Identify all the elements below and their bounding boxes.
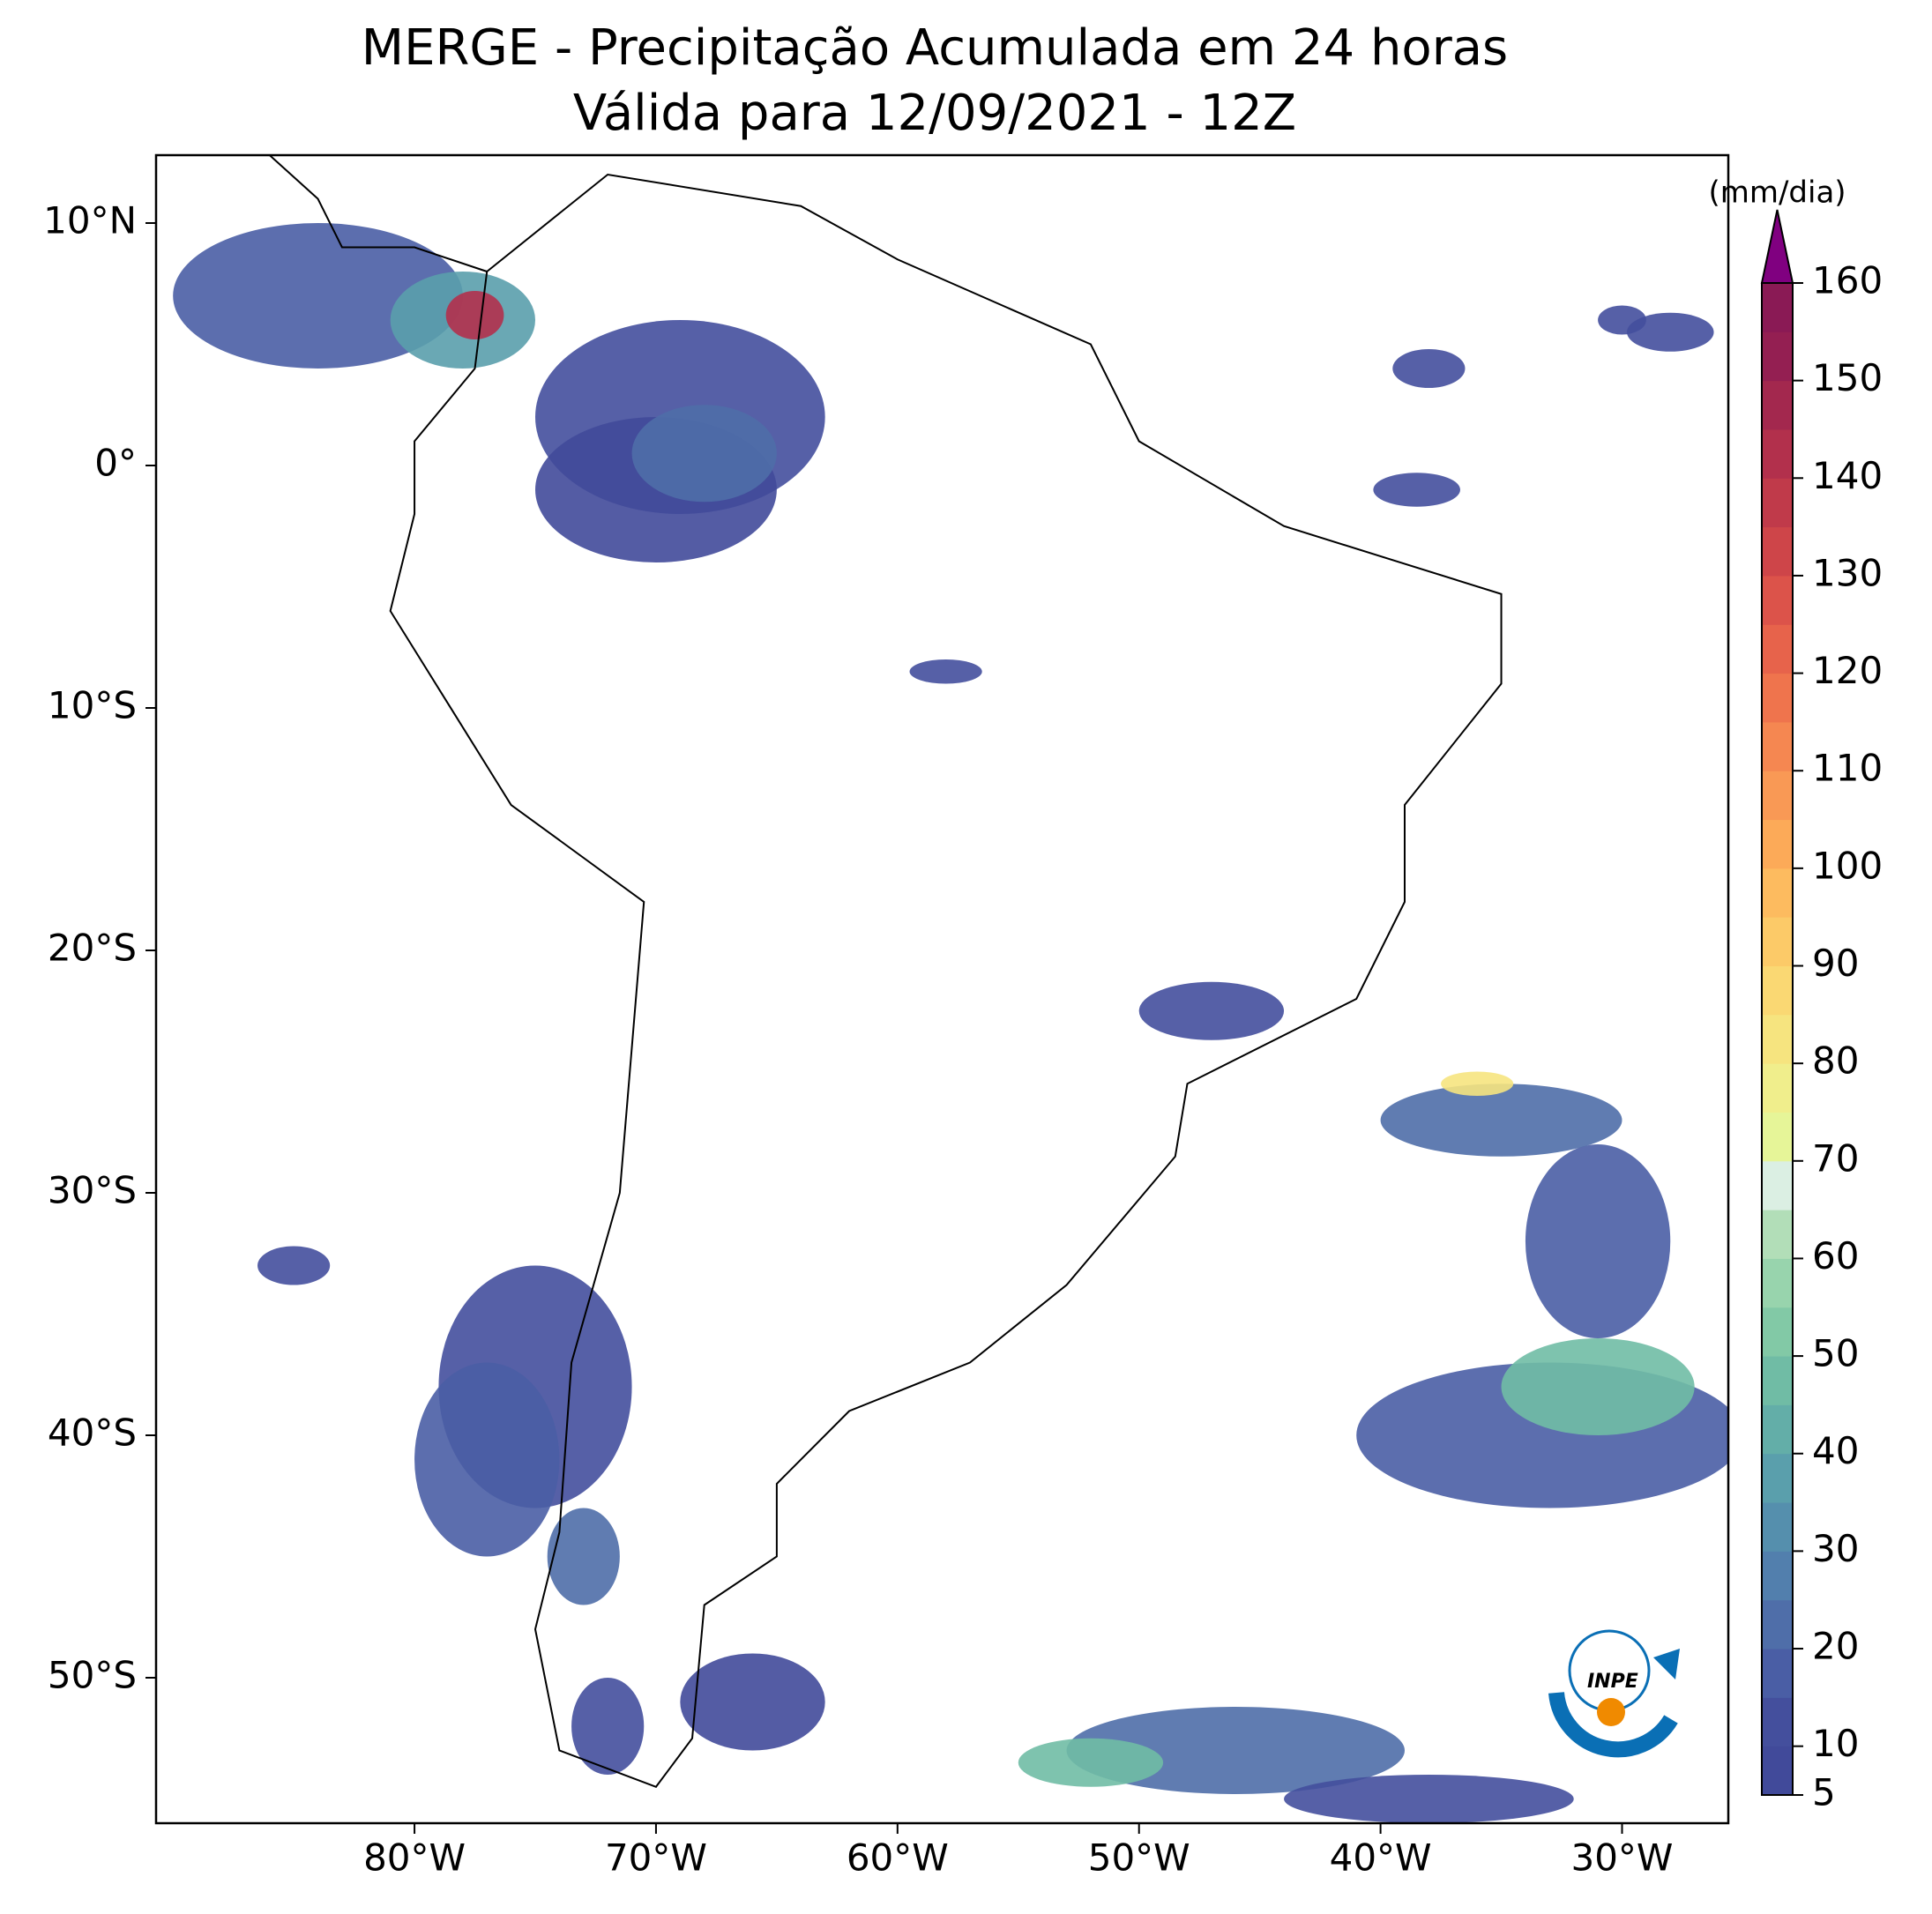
colorbar-band <box>1762 428 1793 479</box>
logo-dot <box>1597 1698 1625 1726</box>
colorbar-band <box>1762 1697 1793 1747</box>
x-tick-label: 70°W <box>605 1836 707 1880</box>
colorbar-band <box>1762 1063 1793 1113</box>
precip-area <box>1018 1738 1164 1787</box>
logo-arrow <box>1653 1649 1680 1679</box>
colorbar-tick-label: 150 <box>1812 356 1883 399</box>
colorbar-tick-label: 110 <box>1812 747 1883 790</box>
precip-area <box>1501 1338 1695 1435</box>
map-frame <box>154 153 1730 1825</box>
logo-text: INPE <box>1587 1671 1638 1693</box>
colorbar-band <box>1762 721 1793 771</box>
precip-area <box>1380 1084 1622 1157</box>
precip-area <box>547 1508 620 1605</box>
colorbar-band <box>1762 1649 1793 1698</box>
colorbar-tick-label: 90 <box>1812 942 1859 985</box>
colorbar-band <box>1762 1551 1793 1601</box>
x-tick-label: 30°W <box>1570 1836 1673 1880</box>
colorbar-tick-label: 130 <box>1812 551 1883 594</box>
colorbar-band <box>1762 1258 1793 1308</box>
colorbar-band <box>1762 1746 1793 1796</box>
logo: INPE <box>1548 1629 1680 1758</box>
colorbar-band <box>1762 1160 1793 1210</box>
colorbar-band <box>1762 965 1793 1016</box>
y-tick-label: 10°N <box>43 199 137 242</box>
colorbar-band <box>1762 1502 1793 1552</box>
x-tick-label: 60°W <box>847 1836 949 1880</box>
colorbar-tick-label: 60 <box>1812 1234 1859 1277</box>
colorbar-tick-label: 40 <box>1812 1429 1859 1472</box>
colorbar-band <box>1762 673 1793 723</box>
colorbar-tick-label: 5 <box>1812 1771 1836 1814</box>
y-tick-label: 30°S <box>48 1169 137 1212</box>
colorbar-tick-label: 100 <box>1812 844 1883 887</box>
colorbar-band <box>1762 1404 1793 1455</box>
precip-area <box>173 223 463 369</box>
precip-area <box>1284 1775 1574 1823</box>
colorbar-band <box>1762 771 1793 821</box>
colorbar: 5 10 20 30 40 50 60 70 80 90 100 110 120 130 140 150 160… <box>1708 175 1883 1814</box>
colorbar-band <box>1762 526 1793 577</box>
precip-area <box>445 291 504 339</box>
subtitle: Válida para 12/09/2021 - 12Z <box>573 85 1296 142</box>
colorbar-band <box>1762 1112 1793 1162</box>
colorbar-tick-label: 30 <box>1812 1527 1859 1570</box>
precip-area <box>1392 349 1466 388</box>
colorbar-band <box>1762 868 1793 918</box>
colorbar-band <box>1762 380 1793 430</box>
precip-area <box>1525 1144 1671 1338</box>
axes: 80°W 70°W 60°W 50°W 40°W 30°W 10°N 0° 10°S 20°S 30… <box>43 199 1673 1880</box>
precip-area <box>1373 473 1460 507</box>
colorbar-band <box>1762 1014 1793 1064</box>
colorbar-band <box>1762 624 1793 674</box>
x-tick-label: 50°W <box>1088 1836 1190 1880</box>
colorbar-tick-label: 140 <box>1812 454 1883 497</box>
colorbar-band <box>1762 819 1793 869</box>
colorbar-band <box>1762 917 1793 967</box>
colorbar-tick-label: 70 <box>1812 1136 1859 1180</box>
colorbar-band <box>1762 1356 1793 1405</box>
y-tick-label: 40°S <box>48 1411 137 1455</box>
precip-area <box>909 659 982 684</box>
precip-area <box>257 1246 331 1285</box>
y-tick-label: 10°S <box>48 684 137 727</box>
colorbar-label: (mm/dia) <box>1708 175 1846 211</box>
title: MERGE - Precipitação Acumulada em 24 hor… <box>362 19 1508 77</box>
x-tick-label: 80°W <box>363 1836 466 1880</box>
logo-arc <box>1548 1692 1678 1758</box>
colorbar-band <box>1762 331 1793 382</box>
colorbar-frame <box>1761 282 1794 1796</box>
precip-area <box>414 1362 560 1557</box>
colorbar-band <box>1762 283 1793 332</box>
precip-area <box>1441 1071 1514 1096</box>
precip-area <box>1138 981 1285 1040</box>
colorbar-tick-label: 10 <box>1812 1722 1859 1765</box>
precip-area <box>1626 312 1714 352</box>
coastline <box>389 173 1503 1788</box>
colorbar-tick-label: 50 <box>1812 1332 1859 1375</box>
colorbar-band <box>1762 478 1793 528</box>
colorbar-tick-label: 80 <box>1812 1039 1859 1083</box>
precip-area <box>680 1653 825 1751</box>
y-tick-label: 0° <box>94 442 137 485</box>
colorbar-band <box>1762 1210 1793 1259</box>
y-tick-label: 20°S <box>48 927 137 970</box>
colorbar-band <box>1762 1453 1793 1503</box>
colorbar-extend <box>1760 209 1794 284</box>
y-tick-label: 50°S <box>48 1654 137 1697</box>
precip-area <box>631 405 777 503</box>
colorbar-band <box>1762 575 1793 625</box>
colorbar-band <box>1762 1599 1793 1650</box>
colorbar-tick-label: 160 <box>1812 259 1883 302</box>
precip-area <box>571 1678 645 1775</box>
colorbar-tick-label: 120 <box>1812 649 1883 692</box>
colorbar-band <box>1762 1307 1793 1357</box>
x-tick-label: 40°W <box>1330 1836 1432 1880</box>
coastline <box>269 155 488 272</box>
colorbar-tick-label: 20 <box>1812 1625 1859 1668</box>
map-area <box>173 155 1728 1823</box>
